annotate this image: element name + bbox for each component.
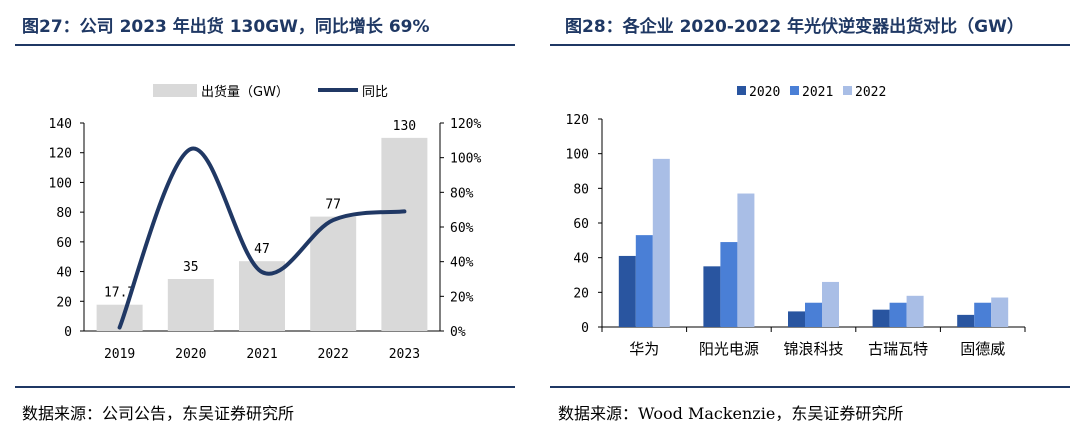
y-tick-label: 60 [573, 217, 589, 232]
y-tick-label: 120 [566, 113, 589, 128]
right-y-tick-label: 0% [450, 325, 466, 340]
bar-2021 [805, 302, 822, 327]
bar-2020 [957, 314, 975, 327]
bar-data-label: 77 [325, 198, 341, 213]
bar-2021 [635, 235, 653, 327]
y-tick-label: 80 [573, 182, 589, 197]
left-y-tick-label: 100 [49, 176, 72, 191]
x-tick-label: 2021 [246, 347, 277, 362]
x-tick-label: 2019 [104, 347, 135, 362]
y-tick-label: 20 [573, 286, 589, 301]
left-chart-title: 图27：公司 2023 年出货 130GW，同比增长 69% [22, 17, 430, 37]
bar-data-label: 35 [183, 260, 199, 275]
legend-label-2020: 2020 [749, 85, 780, 100]
right-title-rule [550, 44, 1070, 46]
y-tick-label: 40 [573, 252, 589, 267]
legend-label-shipment: 出货量（GW） [201, 84, 289, 100]
bar-2020 [618, 255, 636, 327]
right-y-tick-label: 80% [450, 186, 474, 201]
bar-2022 [737, 193, 755, 327]
x-tick-label: 2020 [175, 347, 206, 362]
left-y-tick-label: 120 [49, 147, 72, 162]
left-chart-panel: 图27：公司 2023 年出货 130GW，同比增长 69% 0 20 40 60 80… [0, 0, 530, 431]
y-tick-label: 100 [566, 148, 589, 163]
x-tick-label: 2023 [389, 347, 420, 362]
bar-data-label: 47 [254, 242, 270, 257]
bar-2022 [991, 297, 1009, 327]
legend-label-2022: 2022 [855, 85, 886, 100]
legend-label-2021: 2021 [802, 85, 833, 100]
bar-2021 [974, 302, 992, 327]
bar-2022 [822, 281, 839, 327]
left-y-tick-label: 40 [56, 266, 72, 281]
bar-2022 [906, 295, 924, 327]
x-tick-label: 固德威 [960, 340, 1005, 358]
right-y-tick-label: 60% [450, 221, 474, 236]
bar-2020 [788, 311, 805, 327]
legend-swatch-2020 [737, 86, 746, 95]
bar-shipment [381, 137, 428, 331]
right-y-tick-label: 40% [450, 256, 474, 271]
bar-shipment [310, 216, 357, 331]
bar-2021 [720, 242, 738, 327]
legend-swatch-2021 [790, 86, 799, 95]
left-y-tick-label: 20 [56, 295, 72, 310]
right-source: 数据来源：Wood Mackenzie，东吴证券研究所 [558, 404, 904, 423]
legend-swatch-shipment [153, 84, 197, 97]
left-title-rule [15, 44, 515, 46]
left-source-rule [15, 386, 515, 388]
x-tick-label: 2022 [318, 347, 349, 362]
right-y-tick-label: 100% [450, 152, 481, 167]
right-chart: 0 20 40 60 80 100 120 华为 阳光电源 锦浪科技 古瑞瓦特 固德威 2020 2021… [566, 85, 1026, 358]
bar-2020 [872, 309, 890, 327]
bar-shipment [167, 279, 214, 331]
left-source: 数据来源：公司公告，东吴证券研究所 [22, 404, 295, 423]
right-chart-panel: 图28：各企业 2020-2022 年光伏逆变器出货对比（GW） 0 20 40 60… [550, 0, 1080, 431]
bar-data-label: 130 [393, 119, 416, 134]
left-y-tick-label: 140 [49, 117, 72, 132]
right-y-tick-label: 120% [450, 117, 481, 132]
yoy-line [117, 146, 407, 330]
bar-2022 [652, 158, 670, 327]
right-chart-title: 图28：各企业 2020-2022 年光伏逆变器出货对比（GW） [565, 17, 1024, 37]
x-tick-label: 阳光电源 [699, 340, 759, 358]
x-tick-label: 锦浪科技 [783, 340, 843, 358]
bar-data-label: 17.7 [104, 286, 135, 301]
x-tick-label: 古瑞瓦特 [868, 340, 928, 358]
left-y-tick-label: 60 [56, 236, 72, 251]
right-source-rule [550, 386, 1070, 388]
bar-2020 [703, 266, 721, 327]
legend-label-yoy: 同比 [362, 85, 388, 100]
right-y-tick-label: 20% [450, 290, 474, 305]
legend-swatch-2022 [843, 86, 852, 95]
left-y-tick-label: 0 [64, 325, 72, 340]
x-tick-label: 华为 [629, 340, 659, 358]
bar-2021 [889, 302, 907, 327]
left-y-tick-label: 80 [56, 206, 72, 221]
y-tick-label: 0 [581, 321, 589, 336]
left-chart: 0 20 40 60 80 100 120 140 0% 20% 40% 60% 80% 100% 120%… [49, 84, 481, 362]
